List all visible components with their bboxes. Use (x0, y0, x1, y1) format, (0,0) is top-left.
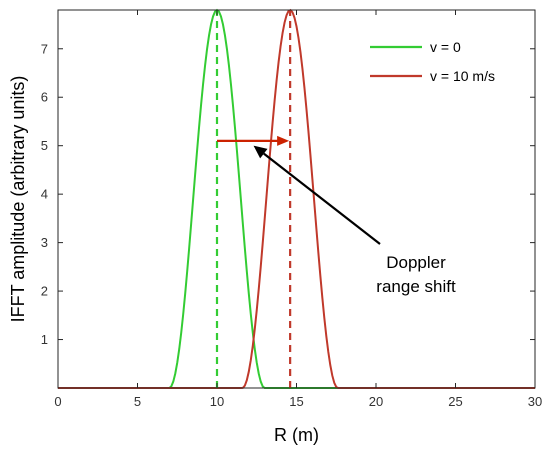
peak-lines-layer (215, 10, 292, 388)
x-tick-label: 10 (210, 394, 224, 409)
shift-arrow-head (277, 135, 290, 146)
y-tick-label: 3 (41, 235, 48, 250)
x-axis-label: R (m) (274, 425, 319, 445)
axes-layer: 0 5 10 15 20 25 30 1 2 3 4 5 6 7 R (m) IFFT amplitude (… (8, 9, 542, 445)
y-tick-label: 4 (41, 187, 48, 202)
annotation-arrow-head (253, 145, 268, 159)
annotation-text-line-2: range shift (376, 277, 456, 296)
x-tick-label: 0 (54, 394, 61, 409)
y-tick-label: 5 (41, 138, 48, 153)
legend-label-1: v = 0 (430, 39, 461, 55)
y-axis-label: IFFT amplitude (arbitrary units) (8, 76, 28, 323)
y-tick-label: 1 (41, 332, 48, 347)
y-tick-label: 2 (41, 284, 48, 299)
annotation-text-line-1: Doppler (386, 253, 446, 272)
x-tick-label: 20 (369, 394, 383, 409)
shift-arrow-layer (217, 135, 290, 146)
y-tick-label: 6 (41, 90, 48, 105)
plot-area-background (58, 10, 535, 388)
x-tick-label: 15 (289, 394, 303, 409)
annotation-arrow-shaft (263, 152, 381, 245)
x-tick-label: 30 (528, 394, 542, 409)
x-tick-label: 5 (134, 394, 141, 409)
legend-label-2: v = 10 m/s (430, 68, 495, 84)
doppler-annotation: Doppler range shift (253, 145, 456, 296)
y-tick-label: 7 (41, 41, 48, 56)
legend: v = 0 v = 10 m/s (370, 39, 495, 84)
x-tick-label: 25 (448, 394, 462, 409)
